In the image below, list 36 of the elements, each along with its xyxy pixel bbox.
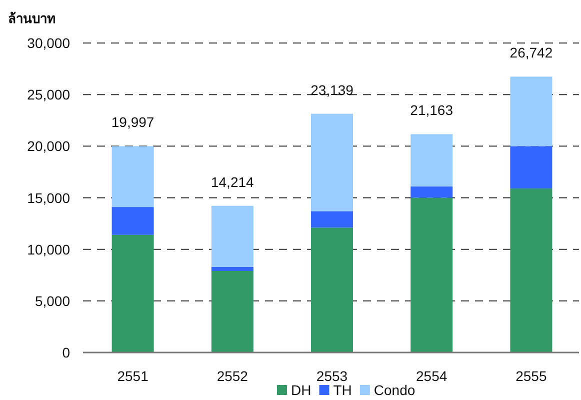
bar xyxy=(112,207,154,235)
bar xyxy=(410,134,453,186)
bar xyxy=(311,228,353,352)
y-tick-label: 15,000 xyxy=(27,190,70,206)
bar xyxy=(410,198,453,352)
bar xyxy=(510,76,552,146)
x-tick-label: 2555 xyxy=(516,368,547,384)
y-tick-label: 0 xyxy=(62,344,70,360)
bar xyxy=(311,211,353,228)
bar xyxy=(410,186,453,198)
legend-label: Condo xyxy=(374,382,416,398)
total-label: 26,742 xyxy=(510,44,553,61)
y-tick-label: 5,000 xyxy=(34,292,70,309)
bar xyxy=(211,271,254,352)
total-label: 19,997 xyxy=(111,114,154,130)
bar xyxy=(510,188,552,352)
legend-label: DH xyxy=(291,382,312,398)
bar xyxy=(510,146,552,188)
bar xyxy=(211,266,254,271)
y-tick-label: 20,000 xyxy=(27,138,70,154)
x-tick-label: 2551 xyxy=(117,368,149,384)
y-tick-label: 10,000 xyxy=(27,241,70,258)
y-tick-label: 25,000 xyxy=(27,86,70,103)
x-tick-label: 2552 xyxy=(216,368,248,384)
x-tick-label: 2553 xyxy=(316,368,348,384)
total-label: 21,163 xyxy=(410,102,454,118)
legend-label: TH xyxy=(333,382,352,398)
y-tick-label: 30,000 xyxy=(27,35,70,51)
total-label: 23,139 xyxy=(310,82,354,98)
total-label: 14,214 xyxy=(210,174,254,190)
bar xyxy=(112,234,154,352)
bar xyxy=(112,146,154,208)
x-tick-label: 2554 xyxy=(416,368,448,384)
bar xyxy=(211,206,254,267)
y-axis-title: ล้านบาท xyxy=(8,11,56,26)
bar xyxy=(311,114,353,212)
